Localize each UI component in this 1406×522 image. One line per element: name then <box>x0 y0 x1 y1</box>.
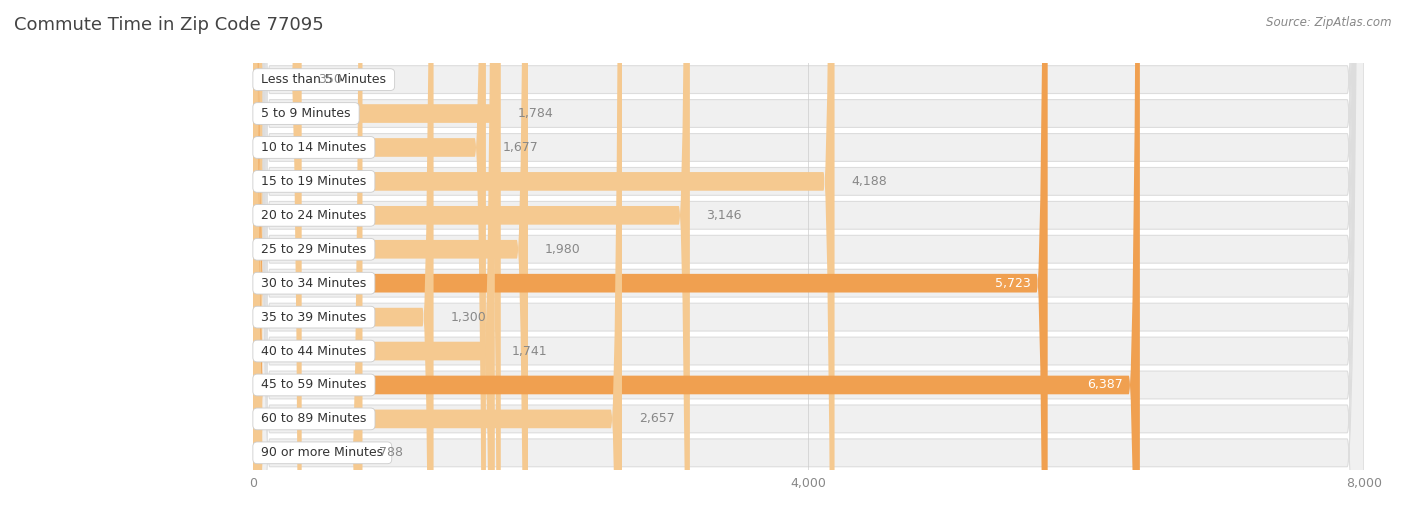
FancyBboxPatch shape <box>253 0 621 522</box>
FancyBboxPatch shape <box>253 0 1364 522</box>
Text: 1,677: 1,677 <box>502 141 538 154</box>
FancyBboxPatch shape <box>253 0 1364 522</box>
Text: 3,146: 3,146 <box>707 209 742 222</box>
Text: 5 to 9 Minutes: 5 to 9 Minutes <box>257 107 354 120</box>
FancyBboxPatch shape <box>253 0 835 522</box>
Text: 788: 788 <box>380 446 404 459</box>
FancyBboxPatch shape <box>253 0 1047 522</box>
Text: 60 to 89 Minutes: 60 to 89 Minutes <box>257 412 371 425</box>
Text: Less than 5 Minutes: Less than 5 Minutes <box>257 73 391 86</box>
Text: 2,657: 2,657 <box>638 412 675 425</box>
Text: 90 or more Minutes: 90 or more Minutes <box>257 446 388 459</box>
FancyBboxPatch shape <box>253 0 690 522</box>
FancyBboxPatch shape <box>253 0 1364 522</box>
FancyBboxPatch shape <box>253 0 363 522</box>
Text: 5,723: 5,723 <box>995 277 1031 290</box>
FancyBboxPatch shape <box>253 0 1364 522</box>
Text: 1,300: 1,300 <box>450 311 486 324</box>
Text: 10 to 14 Minutes: 10 to 14 Minutes <box>257 141 371 154</box>
Text: 1,741: 1,741 <box>512 345 547 358</box>
Text: Commute Time in Zip Code 77095: Commute Time in Zip Code 77095 <box>14 16 323 33</box>
FancyBboxPatch shape <box>253 0 495 522</box>
FancyBboxPatch shape <box>253 0 486 522</box>
FancyBboxPatch shape <box>253 0 1364 522</box>
FancyBboxPatch shape <box>253 0 529 522</box>
FancyBboxPatch shape <box>253 0 1364 522</box>
FancyBboxPatch shape <box>253 0 501 522</box>
Text: 35 to 39 Minutes: 35 to 39 Minutes <box>257 311 371 324</box>
Text: 40 to 44 Minutes: 40 to 44 Minutes <box>257 345 371 358</box>
Text: Source: ZipAtlas.com: Source: ZipAtlas.com <box>1267 16 1392 29</box>
Text: 1,784: 1,784 <box>517 107 553 120</box>
FancyBboxPatch shape <box>253 0 1140 522</box>
FancyBboxPatch shape <box>253 0 1364 522</box>
FancyBboxPatch shape <box>253 0 1364 522</box>
FancyBboxPatch shape <box>253 0 1364 522</box>
Text: 30 to 34 Minutes: 30 to 34 Minutes <box>257 277 371 290</box>
FancyBboxPatch shape <box>253 0 1364 522</box>
Text: 350: 350 <box>318 73 342 86</box>
Text: 6,387: 6,387 <box>1087 378 1123 392</box>
FancyBboxPatch shape <box>253 0 1364 522</box>
Text: 25 to 29 Minutes: 25 to 29 Minutes <box>257 243 371 256</box>
FancyBboxPatch shape <box>253 0 302 522</box>
Text: 45 to 59 Minutes: 45 to 59 Minutes <box>257 378 371 392</box>
Text: 20 to 24 Minutes: 20 to 24 Minutes <box>257 209 371 222</box>
Text: 1,980: 1,980 <box>544 243 581 256</box>
FancyBboxPatch shape <box>253 0 433 522</box>
Text: 15 to 19 Minutes: 15 to 19 Minutes <box>257 175 371 188</box>
FancyBboxPatch shape <box>253 0 1364 522</box>
Text: 4,188: 4,188 <box>851 175 887 188</box>
